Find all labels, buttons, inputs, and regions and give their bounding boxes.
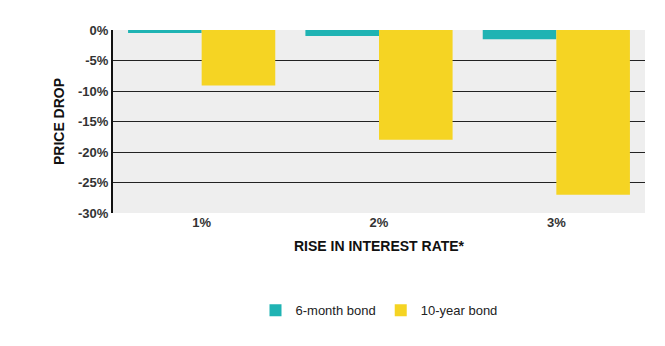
svg-text:10-year bond: 10-year bond — [421, 303, 498, 318]
svg-text:1%: 1% — [192, 215, 211, 230]
svg-text:3%: 3% — [547, 215, 566, 230]
svg-text:-20%: -20% — [78, 145, 109, 160]
svg-text:PRICE DROP: PRICE DROP — [51, 78, 67, 165]
svg-text:-5%: -5% — [85, 53, 109, 68]
svg-text:-30%: -30% — [78, 206, 109, 221]
svg-text:-15%: -15% — [78, 114, 109, 129]
svg-text:-25%: -25% — [78, 175, 109, 190]
svg-text:RISE IN INTEREST RATE*: RISE IN INTEREST RATE* — [294, 238, 465, 254]
svg-text:-10%: -10% — [78, 84, 109, 99]
svg-text:2%: 2% — [370, 215, 389, 230]
svg-text:6-month bond: 6-month bond — [296, 303, 376, 318]
svg-text:0%: 0% — [90, 23, 109, 38]
